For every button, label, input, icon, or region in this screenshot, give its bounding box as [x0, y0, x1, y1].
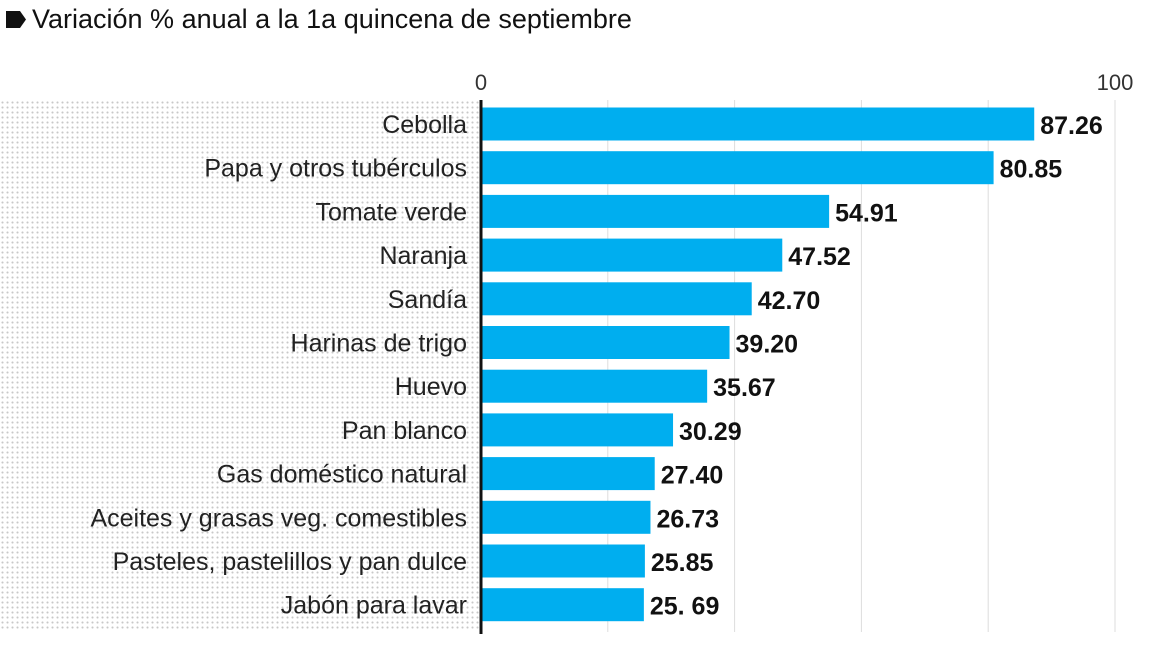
- bar: [481, 413, 674, 447]
- x-tick-label: 100: [1097, 70, 1134, 95]
- bar: [481, 151, 994, 185]
- x-tick-label: 0: [475, 70, 487, 95]
- category-label: Papa y otros tubérculos: [204, 155, 467, 183]
- bar: [481, 588, 644, 622]
- value-label: 25.85: [651, 549, 714, 577]
- category-label: Huevo: [395, 373, 467, 401]
- value-label: 26.73: [656, 505, 719, 533]
- chart-title-text: Variación % anual a la 1a quincena de se…: [32, 4, 632, 34]
- bar: [481, 282, 752, 316]
- value-label: 42.70: [758, 287, 821, 315]
- category-label: Pan blanco: [342, 417, 467, 445]
- value-label: 87.26: [1040, 112, 1103, 140]
- value-label: 35.67: [713, 374, 776, 402]
- category-label: Harinas de trigo: [291, 330, 467, 358]
- value-label: 30.29: [679, 418, 742, 446]
- bar: [481, 238, 783, 272]
- bar: [481, 500, 651, 534]
- value-label: 25. 69: [650, 593, 720, 621]
- bar: [481, 544, 645, 578]
- category-label: Aceites y grasas veg. comestibles: [90, 504, 467, 532]
- category-label: Naranja: [379, 242, 467, 270]
- category-label: Jabón para lavar: [281, 592, 467, 620]
- bar: [481, 194, 830, 228]
- category-label: Pasteles, pastelillos y pan dulce: [113, 548, 467, 576]
- category-label: Tomate verde: [316, 198, 467, 226]
- value-label: 27.40: [661, 462, 724, 490]
- category-label: Gas doméstico natural: [217, 461, 467, 489]
- bar: [481, 326, 730, 359]
- bullet-icon: [6, 11, 26, 28]
- category-label: Sandía: [388, 286, 467, 314]
- category-label: Cebolla: [382, 111, 467, 139]
- value-label: 54.91: [835, 199, 898, 227]
- bar: [481, 369, 708, 403]
- value-label: 80.85: [1000, 156, 1063, 184]
- value-label: 39.20: [736, 331, 799, 359]
- value-label: 47.52: [788, 243, 851, 271]
- dotted-label-background: [0, 100, 480, 630]
- chart-title: Variación % anual a la 1a quincena de se…: [6, 4, 632, 35]
- bar: [481, 107, 1035, 141]
- bar: [481, 457, 655, 491]
